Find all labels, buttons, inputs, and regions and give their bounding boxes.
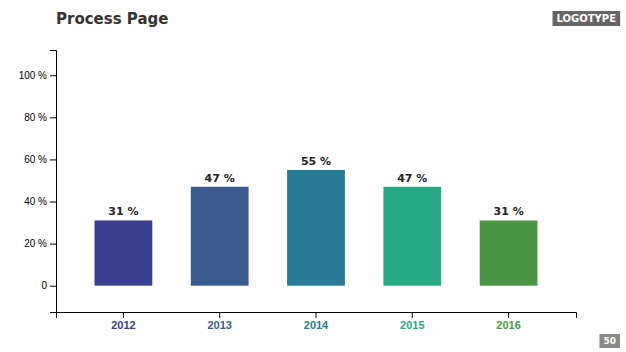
bars <box>95 170 538 286</box>
axis-line <box>57 313 577 319</box>
tick-label: 0 <box>41 280 47 291</box>
bar <box>287 170 345 286</box>
tick-mark <box>50 202 56 203</box>
x-axis: 2012 2013 2014 2015 2016 <box>57 312 577 331</box>
plot: 020 %40 %60 %80 %100 %201220132014201520… <box>19 51 577 331</box>
bar <box>95 220 153 285</box>
tick: 100 % <box>19 70 56 81</box>
data-label: 47 % <box>397 172 427 185</box>
tick-mark <box>50 75 56 76</box>
data-label: 31 % <box>494 205 524 218</box>
tick-mark <box>219 312 220 318</box>
axis-line <box>50 51 57 313</box>
tick: 2014 <box>304 312 329 331</box>
tick: 2012 <box>111 312 135 331</box>
annotation-text: LOGOTYPE <box>557 13 617 24</box>
tick-mark <box>123 312 124 318</box>
tick-label: 80 % <box>24 112 47 123</box>
data-label: 55 % <box>301 155 331 168</box>
bar <box>480 220 538 285</box>
tick-mark <box>50 244 56 245</box>
tick: 2016 <box>496 312 520 331</box>
tick: 0 <box>41 280 56 291</box>
title: Process Page <box>56 10 168 28</box>
tick-label: 2012 <box>111 319 135 331</box>
tick-mark <box>412 312 413 318</box>
tick: 60 % <box>24 154 56 165</box>
annotation: LOGOTYPE <box>553 11 621 26</box>
chart: Process Page LOGOTYPE 50 0 20 % 40 % 60 % 80 % 1… <box>0 0 626 352</box>
tick-label: 20 % <box>24 238 47 249</box>
annotation-box <box>553 11 621 26</box>
tick-mark <box>50 286 56 287</box>
bar <box>191 187 249 286</box>
tick: 20 % <box>24 238 56 249</box>
data-labels: 31 % 47 % 55 % 47 % 31 % <box>108 155 523 219</box>
data-label: 47 % <box>205 172 235 185</box>
bar <box>383 187 441 286</box>
tick-label: 2016 <box>496 319 520 331</box>
tick: 40 % <box>24 196 56 207</box>
annotation: 50 <box>599 334 620 348</box>
tick-mark <box>50 117 56 118</box>
tick-label: 2014 <box>304 319 329 331</box>
tick-mark <box>50 159 56 160</box>
data-label: 31 % <box>108 205 138 218</box>
tick-label: 2013 <box>207 319 231 331</box>
tick: 2013 <box>207 312 231 331</box>
tick: 2015 <box>400 312 424 331</box>
tick-label: 100 % <box>19 70 47 81</box>
tick-label: 40 % <box>24 196 47 207</box>
y-axis: 0 20 % 40 % 60 % 80 % 100 % <box>19 51 57 313</box>
tick: 80 % <box>24 112 56 123</box>
tick-mark <box>508 312 509 318</box>
tick-label: 60 % <box>24 154 47 165</box>
tick-label: 2015 <box>400 319 424 331</box>
tick-mark <box>316 312 317 318</box>
annotation-box <box>599 334 620 348</box>
annotation-text: 50 <box>603 336 616 346</box>
